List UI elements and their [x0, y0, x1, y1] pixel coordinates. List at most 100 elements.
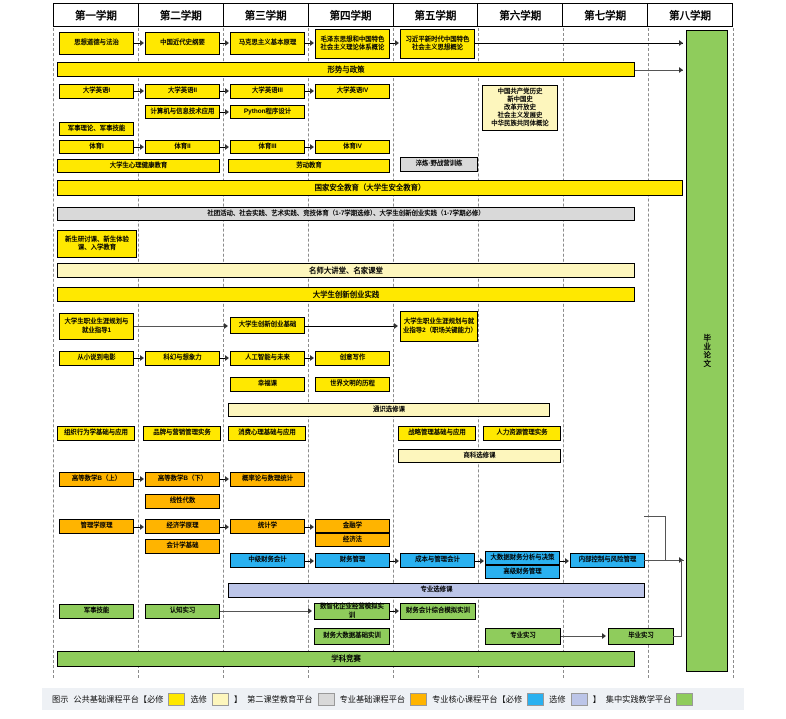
arrow-line	[560, 561, 568, 562]
band-innovation-practice[interactable]: 大学生创新创业实践	[57, 287, 635, 302]
course-pe-4[interactable]: 体育IV	[315, 140, 390, 154]
arrow-head	[140, 524, 144, 530]
course-scifi-imagination[interactable]: 科幻与想象力	[145, 351, 220, 366]
course-labor-education[interactable]: 劳动教育	[228, 159, 390, 173]
course-internal-control-risk[interactable]: 内部控制与风险管理	[570, 553, 645, 568]
band-business-elective[interactable]: 商科选修课	[398, 449, 561, 463]
course-career-guidance-1[interactable]: 大学生职业生涯规划与就业指导1	[59, 313, 134, 340]
arrow-line	[134, 91, 142, 92]
arrow-line-to-thesis	[475, 43, 683, 44]
bracket-line	[644, 516, 666, 517]
column-divider-2	[223, 28, 224, 678]
course-advanced-math-2[interactable]: 高等数学B（下）	[145, 472, 220, 487]
course-english-4[interactable]: 大学英语IV	[315, 84, 390, 99]
arrow-line	[134, 43, 142, 44]
course-probability-statistics[interactable]: 概率论与数理统计	[230, 472, 305, 487]
course-linear-algebra[interactable]: 线性代数	[145, 494, 220, 509]
arrow-head	[225, 40, 229, 46]
band-masters-forum[interactable]: 名师大讲堂、名家课堂	[57, 263, 635, 278]
course-organizational-behavior[interactable]: 组织行为学基础与应用	[57, 426, 135, 441]
course-career-guidance-2[interactable]: 大学生职业生涯规划与就业指导2（职场关键能力）	[400, 311, 478, 342]
course-pe-1[interactable]: 体育I	[59, 140, 134, 154]
course-world-civilization[interactable]: 世界文明的历程	[315, 377, 390, 392]
arrow-head	[395, 608, 399, 614]
arrow-line	[390, 611, 398, 612]
arrow-line	[305, 527, 313, 528]
arrow-line	[305, 561, 313, 562]
course-bigdata-financial-analysis[interactable]: 大数据财务分析与决策	[485, 551, 560, 565]
course-novel-to-film[interactable]: 从小说到电影	[59, 351, 134, 366]
course-financial-bigdata-training[interactable]: 财务大数据基础实训	[314, 628, 390, 645]
course-finance[interactable]: 金融学	[315, 519, 390, 533]
column-divider-8	[733, 28, 734, 678]
arrow-head	[602, 633, 606, 639]
course-innovation-basics[interactable]: 大学生创新创业基础	[230, 317, 305, 334]
course-strategic-management[interactable]: 战略管理基础与应用	[398, 426, 476, 441]
course-ideology-1[interactable]: 思想道德与法治	[59, 32, 134, 55]
arrow-line	[220, 147, 228, 148]
course-pe-3[interactable]: 体育III	[230, 140, 305, 154]
course-advanced-math-1[interactable]: 高等数学B（上）	[59, 472, 134, 487]
course-hr-management[interactable]: 人力资源管理实务	[483, 426, 561, 441]
legend-label-major-core-elective: 选修	[549, 695, 566, 704]
course-national-security[interactable]: 国家安全教育（大学生安全教育）	[57, 180, 683, 196]
course-ai-future[interactable]: 人工智能与未来	[230, 351, 305, 366]
legend-label-major-core-required: 专业核心课程平台【必修	[432, 695, 523, 704]
band-general-elective[interactable]: 通识选修课	[228, 403, 550, 417]
course-english-3[interactable]: 大学英语III	[230, 84, 305, 99]
course-happiness[interactable]: 幸福课	[230, 377, 305, 392]
arrow-head	[679, 67, 683, 73]
arrow-head	[224, 323, 228, 329]
course-military-theory[interactable]: 军事理论、军事技能	[59, 122, 134, 136]
course-accounting-basics[interactable]: 会计学基础	[145, 539, 220, 554]
semester-header-7: 第七学期	[563, 4, 649, 26]
arrow-head	[225, 476, 229, 482]
course-military-skill[interactable]: 军事技能	[59, 604, 134, 619]
course-english-1[interactable]: 大学英语I	[59, 84, 134, 99]
course-statistics[interactable]: 统计学	[230, 519, 305, 534]
arrow-line	[134, 527, 142, 528]
arrow-head	[225, 88, 229, 94]
arrow-head	[679, 40, 683, 46]
thesis-label: 毕业论文	[702, 334, 712, 368]
course-major-internship[interactable]: 专业实习	[485, 628, 561, 645]
course-management-principles[interactable]: 管理学原理	[59, 519, 134, 534]
course-psych-health[interactable]: 大学生心理健康教育	[57, 159, 220, 173]
course-english-2[interactable]: 大学英语II	[145, 84, 220, 99]
band-discipline-competition[interactable]: 学科竞赛	[57, 651, 635, 667]
course-financial-accounting-simulation[interactable]: 财务会计综合模拟实训	[400, 603, 476, 620]
course-brand-marketing[interactable]: 品牌与营销管理实务	[143, 426, 221, 441]
course-situation-policy[interactable]: 形势与政策	[57, 62, 635, 77]
course-intermediate-financial-accounting[interactable]: 中级财务会计	[230, 553, 305, 568]
course-economic-law[interactable]: 经济法	[315, 533, 390, 547]
course-ideology-4[interactable]: 毛泽东思想和中国特色社会主义理论体系概论	[315, 29, 390, 59]
arrow-head	[480, 558, 484, 564]
course-pe-2[interactable]: 体育II	[145, 140, 220, 154]
course-freshman-seminar[interactable]: 新生研讨课、新生体验课、入学教育	[57, 230, 137, 258]
course-graduation-thesis[interactable]: 毕业论文	[686, 30, 728, 672]
course-field-camp-training[interactable]: 淬炼·野战营训练	[400, 157, 478, 172]
course-ideology-3[interactable]: 马克思主义基本原理	[230, 32, 305, 55]
arrow-head	[310, 40, 314, 46]
course-ideology-5[interactable]: 习近平新时代中国特色社会主义思想概论	[400, 29, 475, 59]
course-financial-management[interactable]: 财务管理	[315, 553, 390, 568]
arrow-head	[394, 323, 398, 329]
course-python[interactable]: Python程序设计	[230, 105, 305, 119]
course-graduation-internship[interactable]: 毕业实习	[608, 628, 674, 645]
course-advanced-financial-management[interactable]: 高级财务管理	[485, 565, 560, 579]
arrow-head	[395, 40, 399, 46]
arrow-line	[305, 43, 313, 44]
course-consumer-psychology[interactable]: 消费心理基础与应用	[228, 426, 306, 441]
course-ideology-2[interactable]: 中国近代史纲要	[145, 32, 220, 55]
course-cost-management-accounting[interactable]: 成本与管理会计	[400, 553, 475, 568]
course-economics-principles[interactable]: 经济学原理	[145, 519, 220, 534]
course-creative-writing[interactable]: 创意写作	[315, 351, 390, 366]
course-four-histories[interactable]: 中国共产党历史 新中国史 改革开放史 社会主义发展史 中华民族共同体概论	[482, 85, 558, 131]
course-enterprise-simulation-training[interactable]: 数智化企业经营模拟实训	[314, 603, 390, 620]
band-second-classroom[interactable]: 社团活动、社会实践、艺术实践、竞技体育（1-7学期选修）、大学生创新创业实践（1…	[57, 207, 635, 221]
course-computer-info-tech[interactable]: 计算机与信息技术应用	[145, 105, 220, 119]
arrow-line	[390, 43, 398, 44]
arrow-head	[140, 476, 144, 482]
band-major-elective[interactable]: 专业选修课	[228, 583, 645, 598]
course-cognitive-internship[interactable]: 认知实习	[145, 604, 220, 619]
